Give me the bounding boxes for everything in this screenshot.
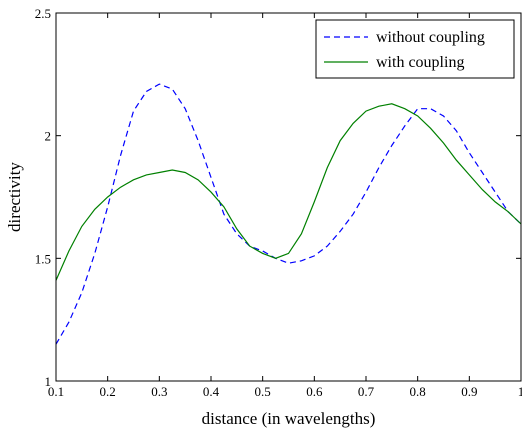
tick-layer: 0.1 0.2 0.3 0.4 0.5 0.6 0.7 0.8 0.9 1 1 1.5 2 2.5 [35, 6, 522, 399]
legend-label: without coupling [376, 29, 485, 46]
legend-label: with coupling [376, 54, 464, 71]
x-tick-label: 0.4 [203, 384, 220, 399]
series-layer [55, 83, 522, 345]
x-tick-label: 0.1 [48, 384, 64, 399]
axes-box [55, 12, 522, 382]
series-line-0 [55, 83, 522, 345]
x-tick-label: 0.2 [100, 384, 116, 399]
x-tick-label: 0.8 [410, 384, 426, 399]
y-tick-label: 1 [45, 374, 52, 389]
x-tick-label: 0.9 [461, 384, 477, 399]
y-tick-label: 2.5 [35, 6, 51, 21]
x-axis-label: distance (in wavelengths) [202, 409, 376, 428]
legend-box [315, 19, 515, 79]
x-tick-label: 1 [518, 384, 522, 399]
y-axis-label: directivity [5, 162, 24, 232]
x-tick-label: 0.5 [255, 384, 271, 399]
y-tick-label: 1.5 [35, 251, 51, 266]
legend: without coupling with coupling [315, 19, 515, 79]
x-tick-label: 0.3 [151, 384, 167, 399]
y-tick-label: 2 [45, 129, 52, 144]
x-tick-label: 0.6 [306, 384, 323, 399]
series-line-1 [55, 103, 522, 281]
x-tick-label: 0.7 [358, 384, 375, 399]
